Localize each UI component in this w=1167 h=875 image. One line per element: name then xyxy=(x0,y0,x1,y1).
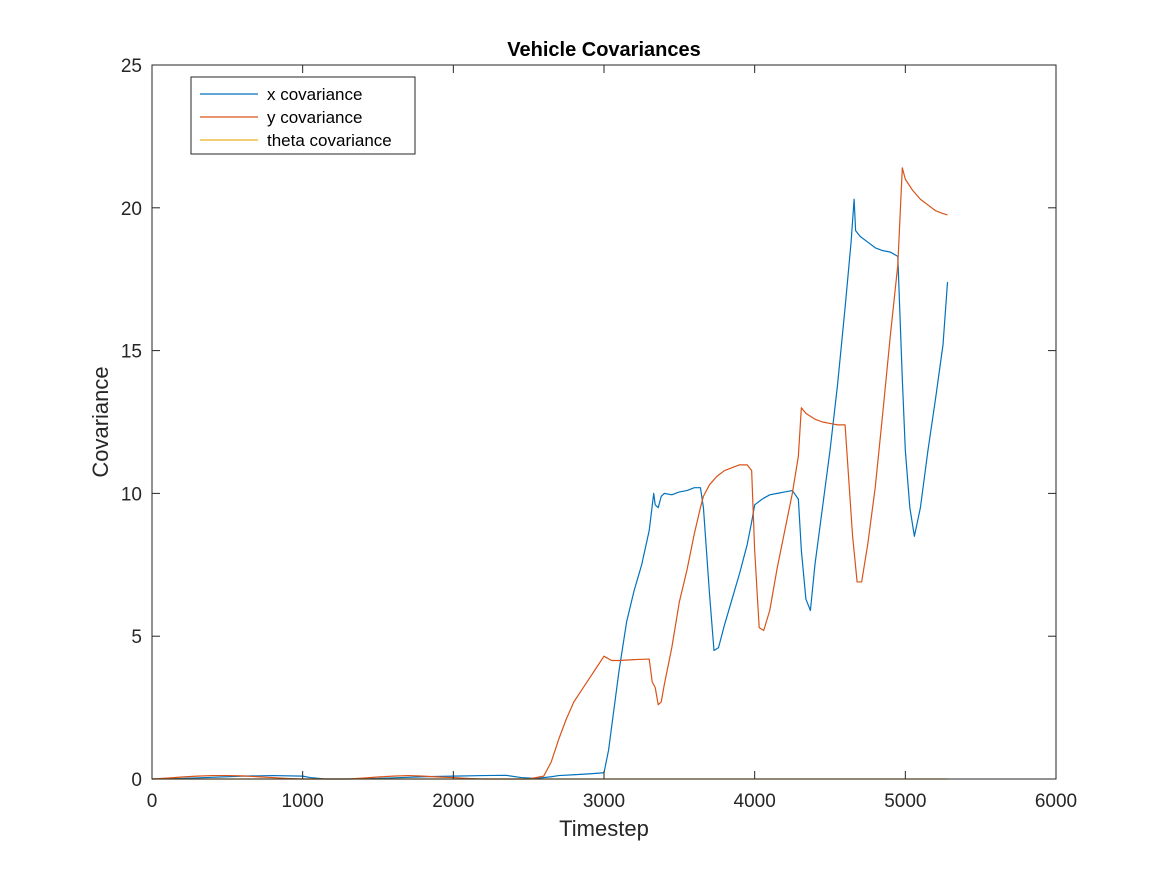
x-tick-label: 5000 xyxy=(884,791,926,812)
plot-area xyxy=(152,65,1056,779)
legend-entry-label: theta covariance xyxy=(267,131,392,150)
chart-title: Vehicle Covariances xyxy=(507,39,700,61)
x-tick-label: 2000 xyxy=(432,791,474,812)
legend-entry-label: y covariance xyxy=(267,108,362,127)
x-tick-label: 6000 xyxy=(1035,791,1077,812)
legend-box xyxy=(190,76,416,155)
y-axis-label: Covariance xyxy=(88,366,113,477)
y-tick-label: 10 xyxy=(121,484,142,505)
series-line-x-covariance xyxy=(151,198,949,780)
y-tick-label: 0 xyxy=(131,770,142,791)
y-tick-label: 5 xyxy=(131,627,142,648)
legend-entry-label: x covariance xyxy=(267,85,362,104)
ticks-layer: 0 1000 2000 3000 4000 5000 6000 0 5 10 15 20 25 xyxy=(121,56,1077,812)
x-tick-label: 4000 xyxy=(734,791,776,812)
y-tick-label: 20 xyxy=(121,199,142,220)
legend: x covariance y covariance theta covariance xyxy=(190,76,416,155)
x-tick-label: 0 xyxy=(147,791,158,812)
x-tick-label: 3000 xyxy=(583,791,625,812)
y-tick-label: 15 xyxy=(121,342,142,363)
series-line-y-covariance xyxy=(151,167,948,780)
x-axis-label: Timestep xyxy=(559,816,649,841)
x-tick-label: 1000 xyxy=(282,791,324,812)
y-tick-label: 25 xyxy=(121,56,142,77)
